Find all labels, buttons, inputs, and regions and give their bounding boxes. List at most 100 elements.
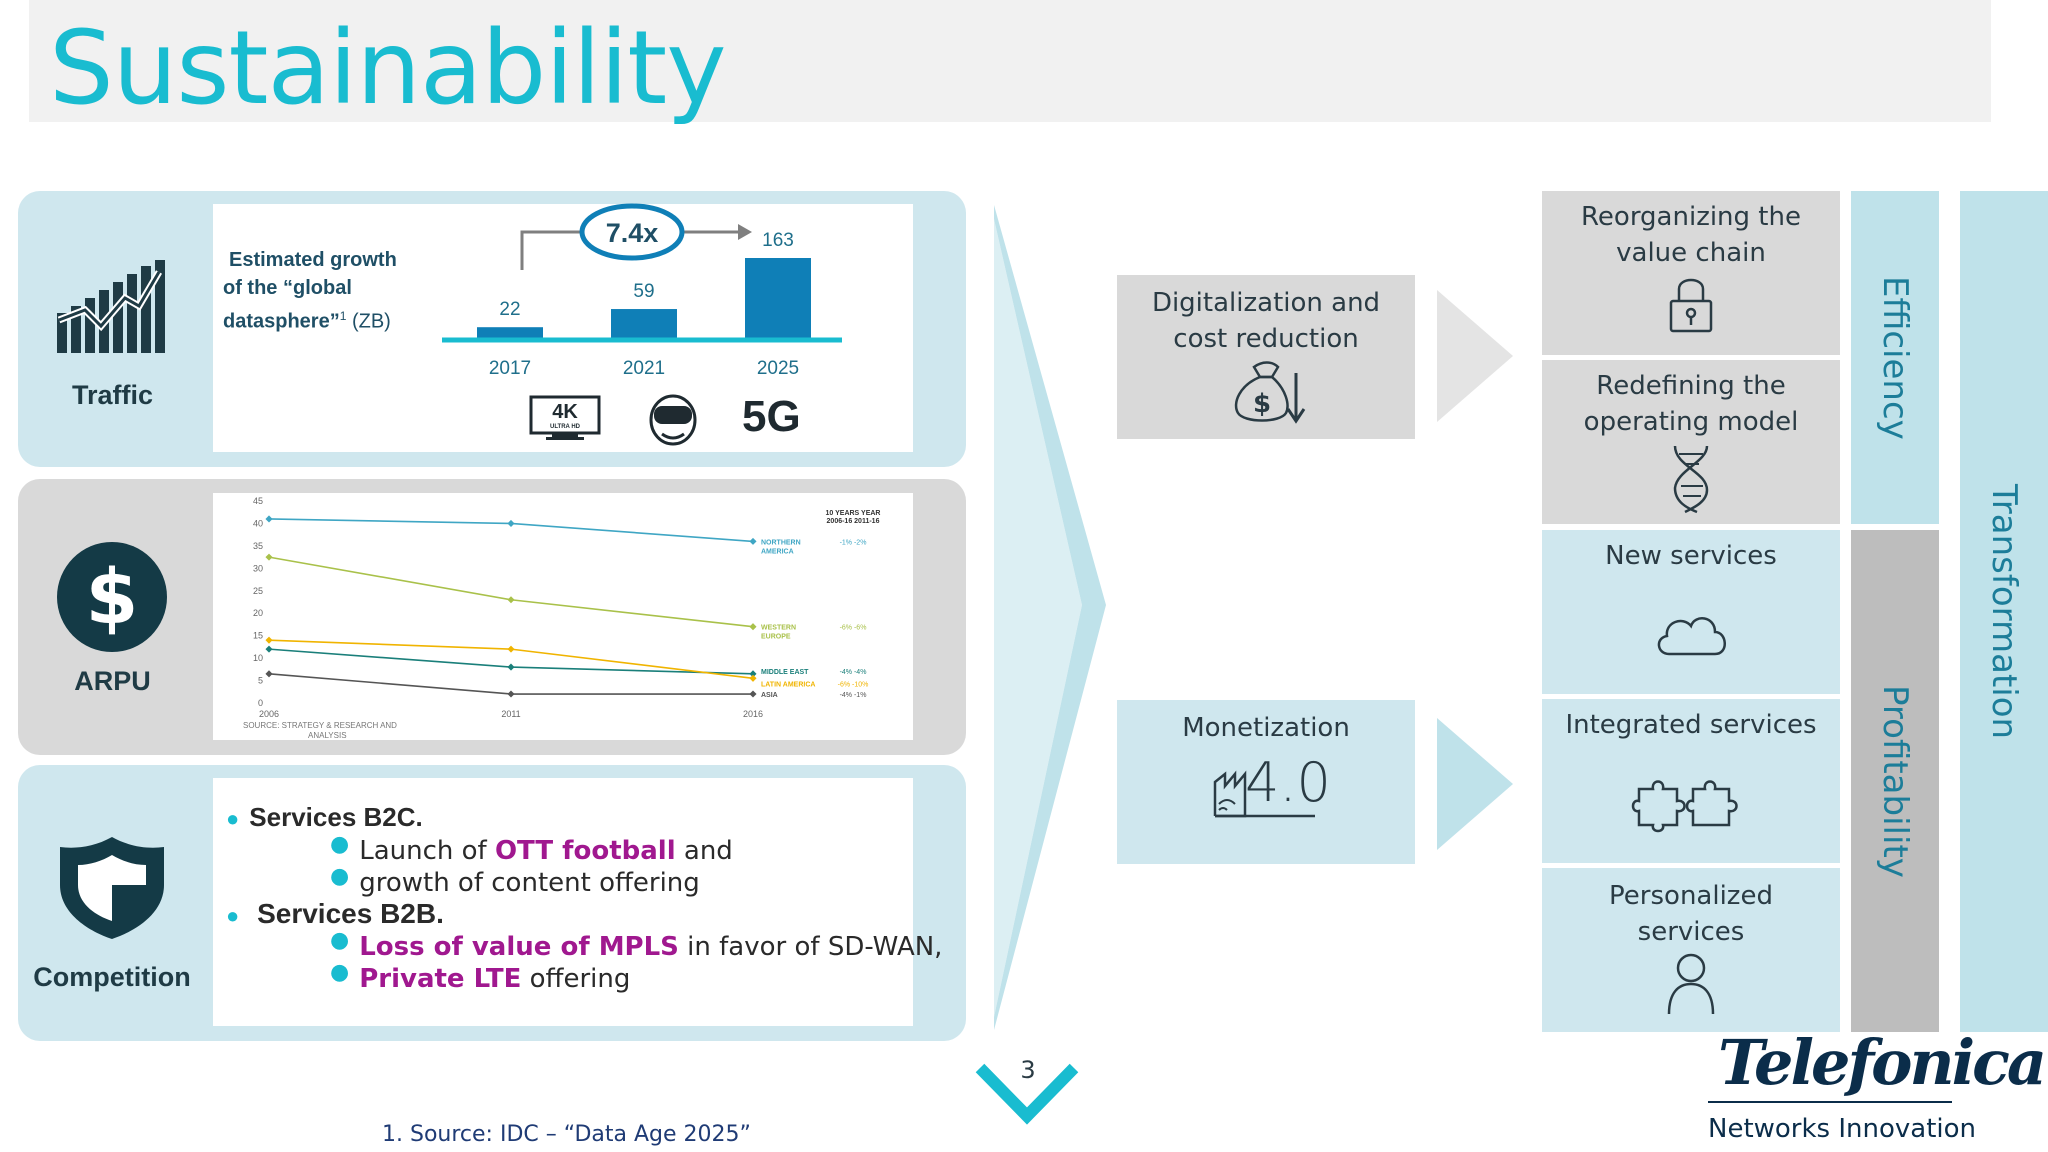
traffic-chart-title-line3: datasphere”	[223, 310, 340, 333]
ultra-hd-text: ULTRA HD	[550, 424, 581, 430]
series-point	[265, 670, 273, 678]
y-tick-label: 15	[253, 631, 263, 641]
arpu-source-2: ANALYSIS	[308, 731, 347, 740]
y-tick-label: 45	[253, 496, 263, 506]
arrow-right-bottom	[1437, 718, 1513, 850]
integrated-services-box: Integrated services	[1542, 699, 1840, 863]
b2b-bullet: ● Services B2B.	[226, 898, 444, 929]
arpu-source-1: SOURCE: STRATEGY & RESEARCH AND	[243, 721, 397, 730]
series-point	[265, 515, 273, 523]
networks-innovation-label: Networks Innovation	[1708, 1114, 1977, 1144]
y-tick-label: 0	[258, 698, 263, 708]
series-change: -6% -6%	[840, 625, 867, 632]
y-tick-label: 40	[253, 518, 263, 528]
ott-football-highlight: OTT football	[494, 836, 676, 866]
arpu-header-1: 10 YEARS YEAR	[826, 510, 881, 517]
profitability-label: Profitability	[1875, 684, 1915, 878]
competition-label: Competition	[33, 962, 191, 992]
traffic-chart-unit: (ZB)	[351, 310, 391, 333]
footnote-marker: 1	[339, 309, 347, 323]
multiplier-label: 7.4x	[606, 218, 659, 248]
series-label: WESTERN	[761, 625, 796, 632]
4k-tv-icon: 4K ULTRA HD	[528, 394, 602, 442]
4k-text: 4K	[552, 401, 578, 423]
industry-40-text: 4.0	[1245, 751, 1331, 814]
arrow-right-top	[1437, 290, 1513, 422]
personalized-services-box: Personalized services	[1542, 868, 1840, 1032]
dollar-icon: $	[57, 542, 167, 652]
efficiency-label: Efficiency	[1875, 275, 1915, 440]
arpu-label: ARPU	[74, 666, 151, 696]
y-tick-label: 35	[253, 541, 263, 551]
redefining-line1: Redefining the	[1596, 371, 1786, 401]
bar-2017	[477, 327, 543, 338]
monetization-box: Monetization 4.0	[1117, 700, 1415, 864]
series-point	[749, 690, 757, 698]
series-change: -6% -10%	[838, 681, 869, 688]
monetization-label: Monetization	[1182, 713, 1350, 743]
series-label: ASIA	[761, 692, 778, 699]
arpu-chart-area	[213, 493, 913, 740]
person-icon	[1667, 953, 1715, 1015]
digitalization-box: Digitalization and cost reduction $	[1117, 275, 1415, 439]
series-label-line2: EUROPE	[761, 634, 791, 641]
series-change: -1% -2%	[840, 539, 867, 546]
b2b-item-1: ● Loss of value of MPLS in favor of SD-WA…	[330, 928, 943, 962]
series-point	[749, 674, 757, 682]
series-line-western-europe	[268, 556, 754, 628]
reorganizing-box: Reorganizing the value chain	[1542, 191, 1840, 355]
y-tick-label: 25	[253, 586, 263, 596]
y-tick-label: 30	[253, 563, 263, 573]
multiplier-ellipse	[579, 203, 685, 261]
cloud-icon	[1657, 617, 1726, 656]
b2c-item-1-post: and	[675, 836, 733, 866]
bar-value-label: 163	[762, 230, 794, 251]
b2b-item-2-post: offering	[521, 964, 631, 994]
new-services-label: New services	[1605, 541, 1777, 571]
series-point	[749, 623, 757, 631]
traffic-chart-title-line1: Estimated growth	[229, 249, 397, 271]
competition-text-area	[213, 778, 913, 1026]
5g-label: 5G	[742, 392, 801, 441]
traffic-chart-title-line2: of the “global	[223, 277, 352, 299]
series-point	[265, 553, 273, 561]
b2c-item-1: ● Launch of OTT football and	[330, 832, 733, 866]
series-change: -4% -1%	[840, 692, 867, 699]
series-point	[507, 519, 515, 527]
series-point	[507, 596, 515, 604]
x-tick-label: 2006	[259, 709, 279, 719]
profitability-band: Profitability	[1851, 530, 1939, 1032]
chevron-down-icon	[975, 1063, 1079, 1125]
reorganizing-line2: value chain	[1616, 238, 1766, 268]
private-lte-highlight: Private LTE	[359, 964, 522, 994]
b2b-heading: Services B2B.	[257, 898, 444, 929]
series-label-line2: AMERICA	[761, 548, 794, 555]
redefining-box: Redefining the operating model	[1542, 360, 1840, 524]
series-point	[749, 670, 757, 678]
datasphere-bar-chart: 7.4x 22 2017 59 2021 163 2025	[442, 203, 842, 379]
mpls-highlight: Loss of value of MPLS	[359, 932, 679, 962]
y-tick-label: 20	[253, 608, 263, 618]
arpu-line-chart: 0 5 10 15 20 25 30 35 40 45 2006 2011 2016 NORTHERN…	[243, 496, 881, 740]
money-bag-down-icon: $	[1234, 361, 1306, 424]
vr-headset-icon	[649, 394, 697, 446]
new-services-box: New services	[1542, 530, 1840, 694]
y-tick-label: 10	[253, 653, 263, 663]
series-change: -4% -4%	[840, 669, 867, 676]
telefonica-logo: Telefonica	[1718, 1026, 2047, 1099]
reorganizing-line1: Reorganizing the	[1581, 202, 1801, 232]
personalized-line1: Personalized	[1609, 881, 1773, 911]
b2c-bullet: ● Services B2C.	[226, 802, 423, 832]
svg-text:$: $	[1253, 389, 1271, 419]
transformation-label: Transformation	[1984, 483, 2024, 740]
series-label: MIDDLE EAST	[761, 669, 809, 676]
digitalization-line1: Digitalization and	[1151, 288, 1381, 318]
series-point	[507, 645, 515, 653]
series-label: LATIN AMERICA	[761, 681, 815, 688]
transformation-band: Transformation	[1960, 191, 2048, 1032]
dna-icon	[1673, 445, 1709, 514]
industry-40-icon: 4.0	[1211, 752, 1331, 822]
personalized-line2: services	[1637, 917, 1745, 947]
page-number: 3	[1020, 1056, 1036, 1084]
growth-arrow-head	[738, 224, 752, 240]
